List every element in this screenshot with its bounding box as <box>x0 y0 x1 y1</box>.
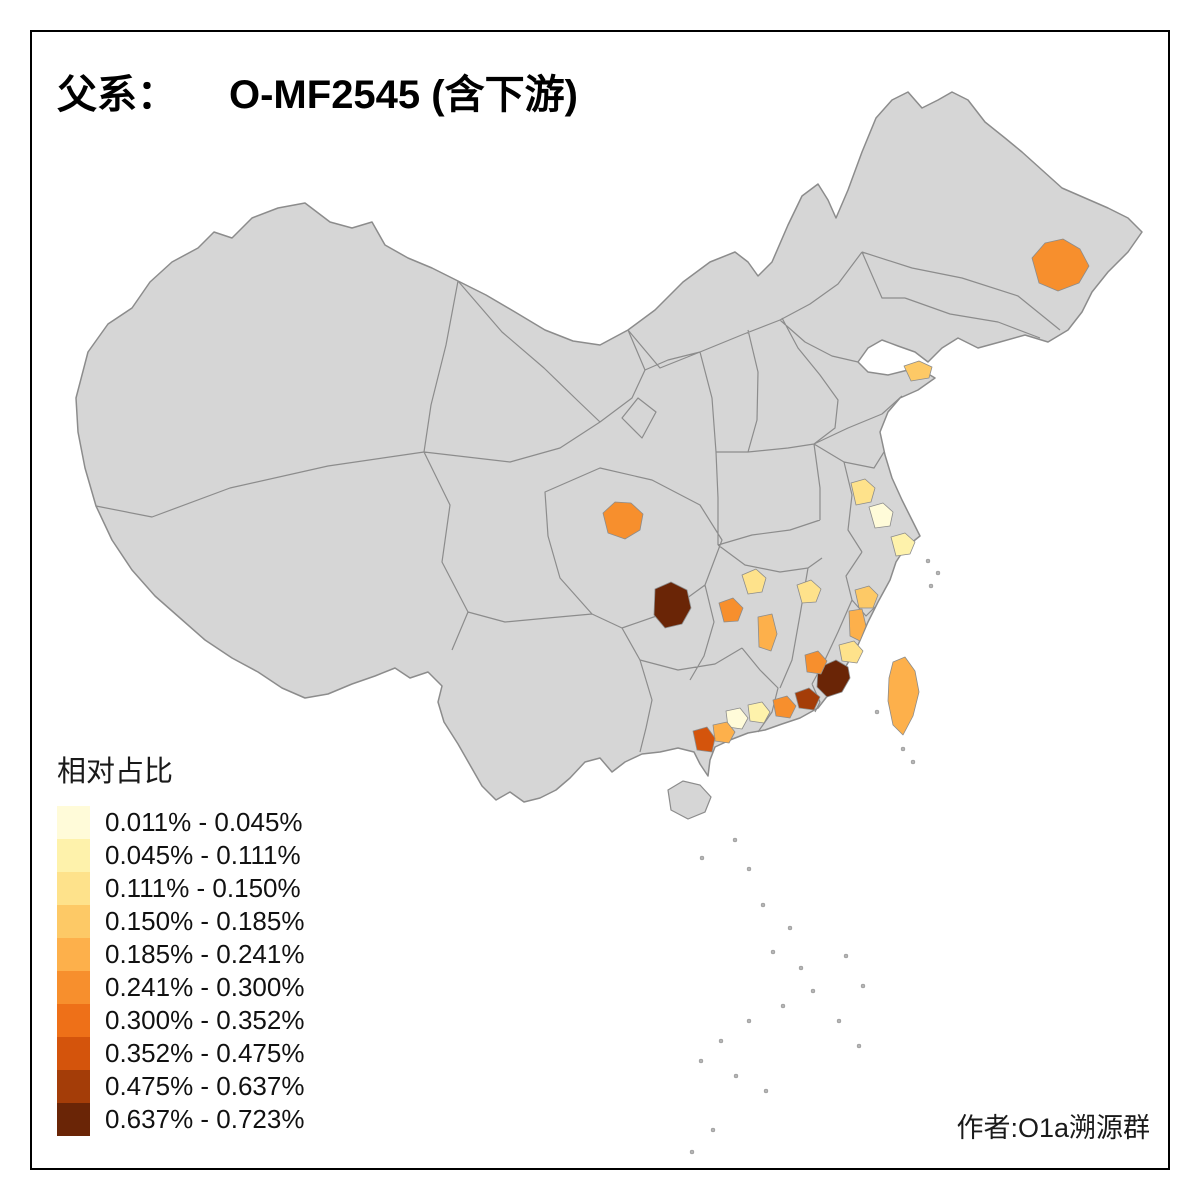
legend-row: 0.011% - 0.045% <box>57 806 304 839</box>
island-dot <box>900 746 906 752</box>
legend-label: 0.150% - 0.185% <box>105 906 305 936</box>
island-dot <box>787 925 793 931</box>
attribution-text: 作者:O1a溯源群 <box>956 1113 1150 1143</box>
island-dot <box>746 1018 752 1024</box>
region-hunan-north <box>741 568 767 595</box>
figure-title: 父系： O-MF2545 (含下游) <box>57 62 578 120</box>
island-dot <box>928 583 934 589</box>
island-dot <box>935 570 941 576</box>
region-guangdong-northeast <box>804 650 828 675</box>
legend-row: 0.150% - 0.185% <box>57 905 304 938</box>
region-hunan-central <box>718 597 744 623</box>
island-dot <box>718 1038 724 1044</box>
hainan-island <box>667 780 712 820</box>
region-zhejiang-south <box>854 585 879 609</box>
legend-row: 0.475% - 0.637% <box>57 1070 304 1103</box>
legend-label: 0.475% - 0.637% <box>105 1071 305 1101</box>
island-dot <box>760 902 766 908</box>
legend-label: 0.011% - 0.045% <box>105 807 303 837</box>
region-shanghai-area <box>890 532 916 557</box>
legend-label: 0.637% - 0.723% <box>105 1104 305 1134</box>
legend-row: 0.185% - 0.241% <box>57 938 304 971</box>
legend-label: 0.185% - 0.241% <box>105 939 305 969</box>
region-guangdong-central <box>772 695 797 719</box>
legend-row: 0.111% - 0.150% <box>57 872 304 905</box>
island-dot <box>798 965 804 971</box>
island-dot <box>733 1073 739 1079</box>
legend-items: 0.011% - 0.045% 0.045% - 0.111% 0.111% -… <box>57 806 304 1136</box>
island-dot <box>710 1127 716 1133</box>
region-heilongjiang-harbin <box>1031 238 1090 292</box>
title-main: O-MF2545 (含下游) <box>229 73 578 117</box>
legend-swatch <box>57 1037 90 1070</box>
legend-label: 0.300% - 0.352% <box>105 1005 305 1035</box>
region-jiangxi-north <box>796 579 822 604</box>
legend: 相对占比 0.011% - 0.045% 0.045% - 0.111% 0.1… <box>57 748 304 1136</box>
island-dot <box>732 837 738 843</box>
region-jiangsu-north <box>850 478 876 506</box>
legend-swatch <box>57 872 90 905</box>
province-borders <box>95 251 1061 753</box>
legend-swatch <box>57 905 90 938</box>
island-dot <box>860 983 866 989</box>
region-guangdong-zhanjiang <box>692 726 716 753</box>
sea-islands <box>689 558 941 1155</box>
island-dot <box>698 1058 704 1064</box>
island-dot <box>910 759 916 765</box>
legend-swatch <box>57 839 90 872</box>
region-fujian-northwest <box>848 608 867 642</box>
island-dot <box>770 949 776 955</box>
legend-row: 0.637% - 0.723% <box>57 1103 304 1136</box>
island-dot <box>746 866 752 872</box>
legend-swatch <box>57 971 90 1004</box>
legend-title: 相对占比 <box>57 756 174 788</box>
region-hunan-south <box>757 613 778 652</box>
mainland-china-shape <box>75 91 1143 803</box>
legend-row: 0.300% - 0.352% <box>57 1004 304 1037</box>
legend-swatch <box>57 1103 90 1136</box>
region-jiangsu-central <box>868 502 894 529</box>
island-dot <box>780 1003 786 1009</box>
island-dot <box>763 1088 769 1094</box>
region-guangdong-chaoshan <box>794 687 821 711</box>
region-taiwan-island <box>887 656 920 736</box>
region-fujian-central <box>838 640 864 664</box>
legend-swatch <box>57 938 90 971</box>
region-shandong-peninsula <box>903 360 933 382</box>
island-dot <box>810 988 816 994</box>
region-guizhou-central <box>653 581 692 629</box>
island-dot <box>874 709 880 715</box>
title-prefix: 父系： <box>57 72 177 117</box>
island-dot <box>856 1043 862 1049</box>
legend-label: 0.045% - 0.111% <box>105 840 301 870</box>
island-dot <box>689 1149 695 1155</box>
legend-row: 0.241% - 0.300% <box>57 971 304 1004</box>
legend-label: 0.111% - 0.150% <box>105 873 301 903</box>
legend-swatch <box>57 806 90 839</box>
legend-row: 0.045% - 0.111% <box>57 839 304 872</box>
island-dot <box>925 558 931 564</box>
island-dot <box>699 855 705 861</box>
legend-swatch <box>57 1004 90 1037</box>
legend-label: 0.241% - 0.300% <box>105 972 305 1002</box>
legend-row: 0.352% - 0.475% <box>57 1037 304 1070</box>
island-dot <box>843 953 849 959</box>
colored-regions <box>602 238 1090 753</box>
region-sichuan-chengdu <box>602 501 644 540</box>
region-guangdong-west-1 <box>747 701 771 724</box>
legend-label: 0.352% - 0.475% <box>105 1038 305 1068</box>
region-fujian-south <box>816 659 851 698</box>
legend-swatch <box>57 1070 90 1103</box>
island-dot <box>836 1018 842 1024</box>
